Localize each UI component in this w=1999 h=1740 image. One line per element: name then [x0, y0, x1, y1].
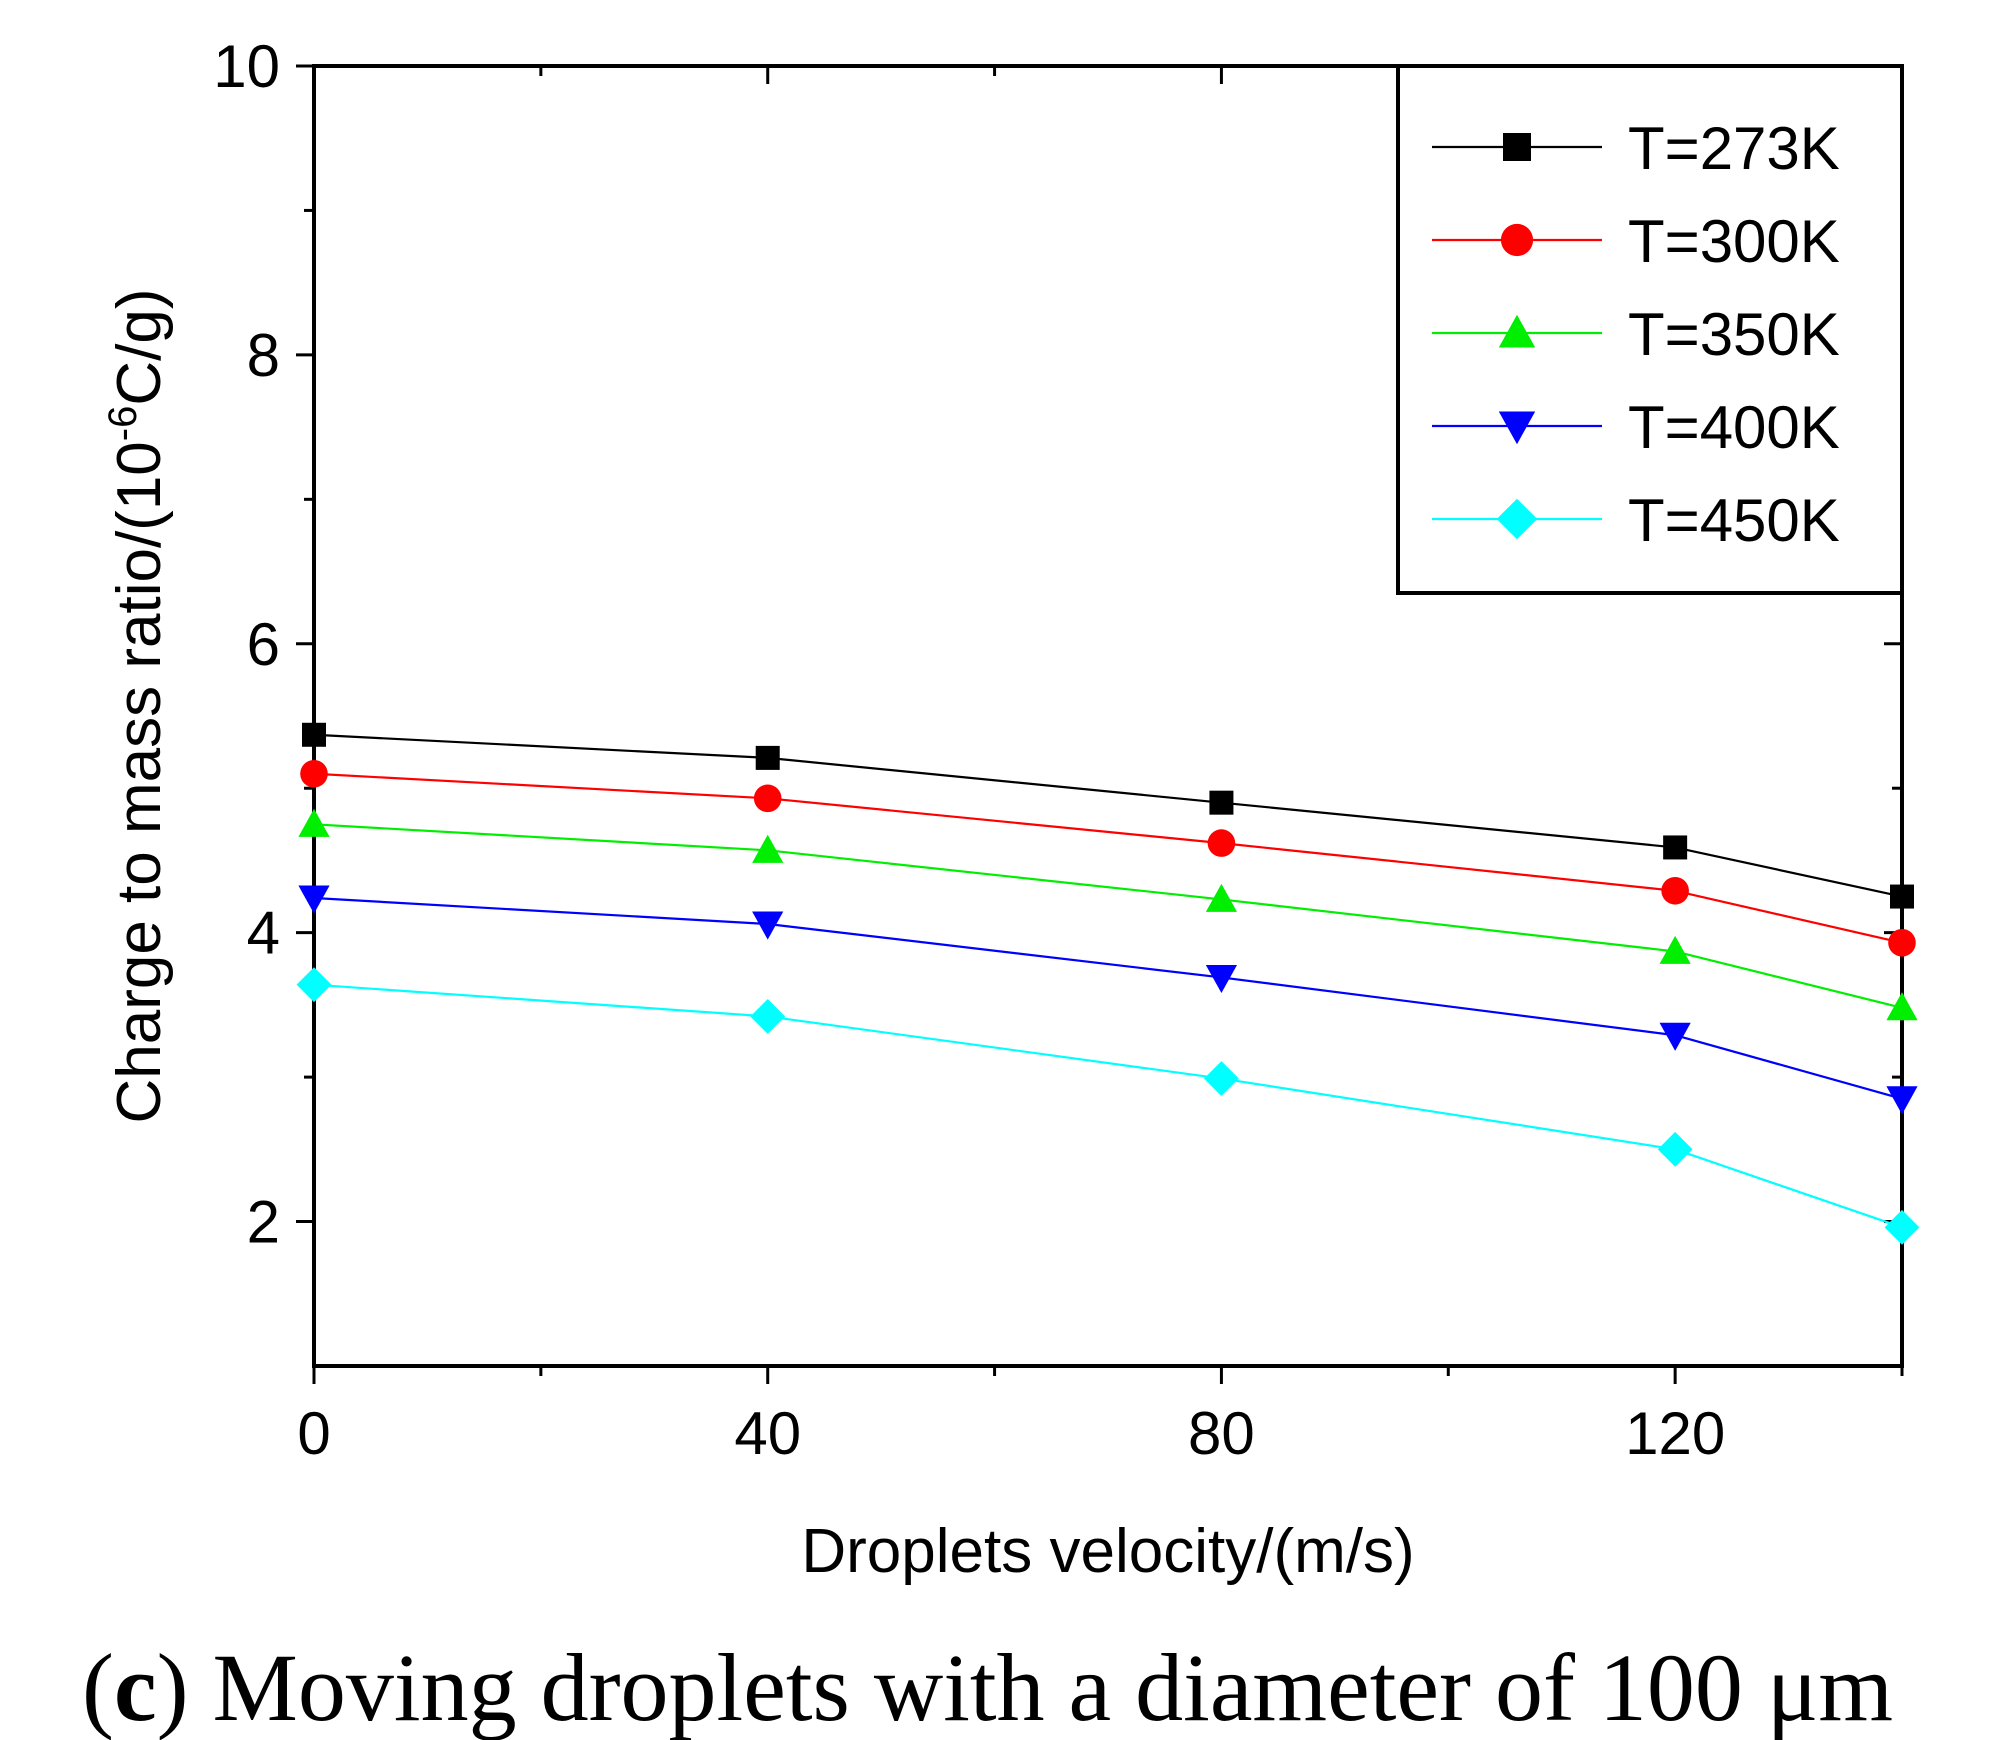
series-T=400K — [298, 885, 1918, 1115]
legend-item: T=273K — [1432, 115, 1840, 182]
y-axis-title-exponent: -6 — [101, 406, 145, 442]
legend-label: T=450K — [1628, 487, 1840, 554]
y-tick-label: 6 — [247, 611, 280, 678]
y-tick-label: 4 — [247, 900, 280, 967]
legend-item: T=400K — [1432, 394, 1840, 461]
data-point — [296, 967, 332, 1003]
data-point — [1659, 935, 1691, 964]
data-point — [752, 911, 784, 940]
y-tick-label: 10 — [213, 33, 280, 100]
x-tick-label: 120 — [1625, 1400, 1725, 1467]
legend-marker — [1500, 223, 1534, 257]
axes: 0 40 80 120 2 4 6 8 10 — [213, 33, 1904, 1467]
data-point — [298, 808, 330, 837]
data-point — [1204, 1061, 1239, 1096]
series-layer — [296, 722, 1920, 1245]
x-tick-label: 0 — [297, 1400, 330, 1467]
data-point — [1209, 790, 1234, 815]
legend-item: T=300K — [1432, 208, 1840, 275]
plot-frame — [312, 64, 1904, 1368]
data-point — [300, 759, 328, 788]
data-point — [1890, 884, 1914, 909]
legend-label: T=300K — [1628, 208, 1840, 275]
data-point — [753, 784, 782, 813]
y-axis-title: Charge to mass ratio/(10-6C/g) — [101, 288, 174, 1123]
series-line — [313, 983, 1903, 1229]
data-point — [750, 999, 786, 1034]
legend-item: T=350K — [1432, 301, 1840, 368]
legend-marker — [1498, 314, 1536, 348]
x-tick-label: 80 — [1188, 1400, 1255, 1467]
legend-item: T=450K — [1432, 487, 1840, 554]
x-tick-label: 40 — [734, 1400, 801, 1467]
data-point — [1884, 1209, 1920, 1245]
series-line — [313, 733, 1903, 898]
data-point — [1659, 1022, 1691, 1051]
data-point — [1661, 876, 1689, 905]
legend-label: T=400K — [1628, 394, 1840, 461]
y-axis-title-prefix: Charge to mass ratio/(10 — [105, 441, 174, 1123]
legend-box — [1396, 64, 1904, 595]
y-tick-label: 8 — [247, 322, 280, 389]
data-point — [1663, 835, 1688, 860]
y-tick-label: 2 — [247, 1189, 280, 1256]
data-point — [1886, 992, 1918, 1021]
series-T=450K — [296, 967, 1920, 1245]
caption-text: ) Moving droplets with a diameter of 100… — [157, 1634, 1893, 1740]
series-T=350K — [298, 808, 1918, 1021]
series-T=300K — [300, 759, 1916, 957]
data-point — [302, 722, 326, 747]
data-point — [1205, 964, 1238, 994]
data-point — [298, 885, 330, 914]
data-point — [1205, 883, 1238, 912]
caption-open: ( — [82, 1634, 114, 1740]
legend-label: T=273K — [1628, 115, 1840, 182]
legend-marker — [1496, 498, 1538, 540]
legend-label: T=350K — [1628, 301, 1840, 368]
figure-caption: (c) Moving droplets with a diameter of 1… — [82, 1634, 1893, 1740]
data-point — [1888, 928, 1916, 957]
series-T=273K — [302, 722, 1914, 909]
data-point — [1207, 829, 1236, 857]
y-axis-title-suffix: C/g) — [105, 288, 174, 405]
data-point — [1886, 1086, 1918, 1115]
x-axis-title: Droplets velocity/(m/s) — [801, 1517, 1414, 1586]
data-point — [1657, 1131, 1693, 1167]
legend: T=273K T=300K T=350K T=400K T=450K — [1396, 64, 1904, 595]
data-point — [752, 834, 784, 863]
legend-marker — [1503, 133, 1531, 161]
legend-marker — [1498, 411, 1536, 445]
caption-label: c — [114, 1634, 157, 1740]
series-line — [313, 896, 1903, 1100]
data-point — [755, 745, 780, 770]
